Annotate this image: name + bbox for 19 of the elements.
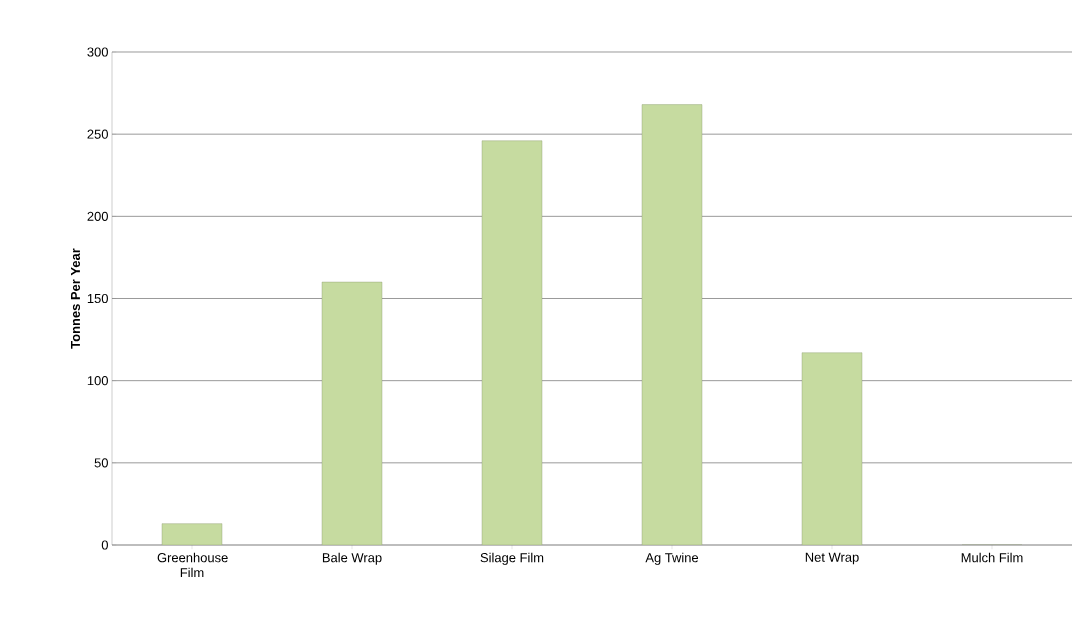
x-tick-label: Net Wrap	[805, 552, 859, 565]
bar	[481, 140, 543, 545]
y-axis-title: Tonnes Per Year	[71, 248, 81, 349]
y-tick-label: 50	[94, 458, 108, 468]
y-tick-label: 0	[101, 540, 108, 550]
x-tick-label: Ag Twine	[645, 552, 699, 565]
bar	[801, 352, 863, 545]
x-tick-label: Silage Film	[480, 552, 544, 565]
y-tick-label: 250	[87, 129, 108, 139]
x-tick-label: Bale Wrap	[322, 552, 382, 565]
x-tick-label: Greenhouse Film	[157, 552, 228, 578]
bar	[161, 523, 223, 545]
y-tick-label: 150	[87, 293, 108, 304]
y-tick-label: 200	[87, 211, 108, 221]
y-tick-label: 100	[87, 376, 108, 386]
bar	[321, 281, 383, 545]
y-tick-label: 300	[87, 47, 108, 57]
x-tick-label: Mulch Film	[961, 552, 1023, 563]
bar	[641, 104, 703, 545]
